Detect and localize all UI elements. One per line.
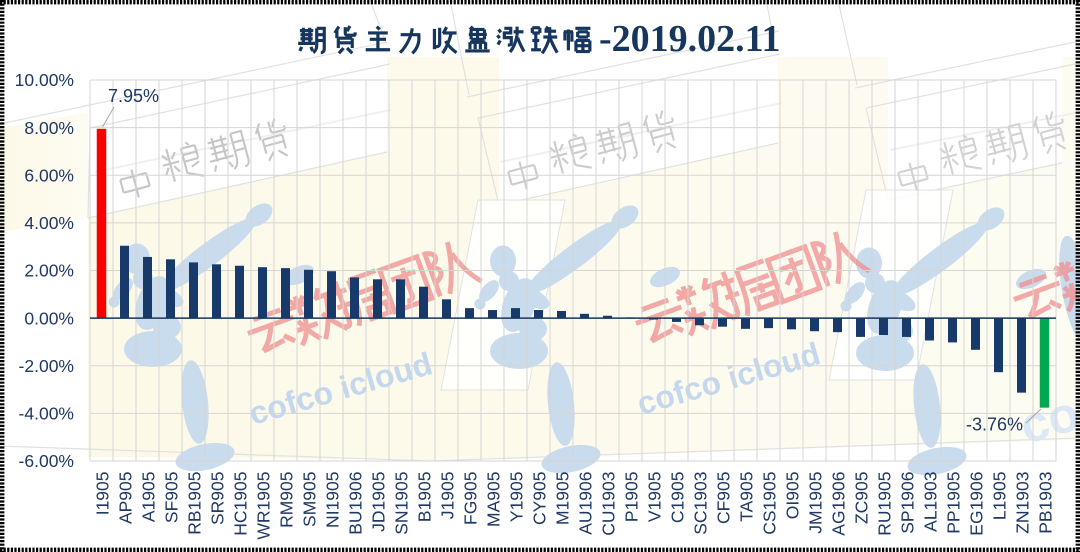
svg-text:MA905: MA905	[484, 472, 504, 527]
svg-text:Y1905: Y1905	[507, 472, 527, 523]
svg-text:CS1905: CS1905	[760, 472, 780, 535]
svg-text:C1905: C1905	[668, 472, 688, 524]
svg-text:BU1906: BU1906	[346, 472, 366, 535]
svg-text:-4.00%: -4.00%	[19, 404, 74, 424]
svg-text:RM905: RM905	[277, 472, 297, 528]
svg-text:0.00%: 0.00%	[24, 308, 74, 328]
svg-text:J1905: J1905	[438, 472, 458, 520]
svg-text:10.00%: 10.00%	[15, 70, 74, 90]
svg-text:TA905: TA905	[737, 472, 757, 522]
svg-text:JD1905: JD1905	[369, 472, 389, 532]
svg-text:AL1903: AL1903	[921, 472, 941, 532]
svg-text:CF905: CF905	[714, 472, 734, 525]
svg-text:P1905: P1905	[622, 472, 642, 523]
svg-text:-2.00%: -2.00%	[19, 356, 74, 376]
svg-text:V1905: V1905	[645, 472, 665, 523]
svg-text:SC1903: SC1903	[691, 472, 711, 535]
svg-text:8.00%: 8.00%	[24, 118, 74, 138]
svg-text:WR1905: WR1905	[254, 472, 274, 540]
svg-text:SP1906: SP1906	[898, 472, 918, 534]
svg-text:OI905: OI905	[783, 472, 803, 520]
svg-text:ZC905: ZC905	[852, 472, 872, 525]
svg-text:7.95%: 7.95%	[108, 86, 159, 106]
svg-text:PB1903: PB1903	[1036, 472, 1056, 534]
svg-text:CY905: CY905	[530, 472, 550, 526]
svg-text:EG1906: EG1906	[967, 472, 987, 536]
svg-text:FG905: FG905	[461, 472, 481, 526]
svg-text:6.00%: 6.00%	[24, 165, 74, 185]
svg-text:RU1905: RU1905	[875, 472, 895, 536]
svg-text:RB1905: RB1905	[185, 472, 205, 535]
svg-text:4.00%: 4.00%	[24, 213, 74, 233]
svg-text:CU1903: CU1903	[599, 472, 619, 536]
svg-text:ZN1903: ZN1903	[1013, 472, 1033, 534]
svg-text:AG1906: AG1906	[829, 472, 849, 536]
svg-text:-3.76%: -3.76%	[966, 415, 1023, 435]
svg-text:JM1905: JM1905	[806, 472, 826, 534]
svg-text:SM905: SM905	[300, 472, 320, 527]
svg-text:L1905: L1905	[990, 472, 1010, 521]
svg-text:M1905: M1905	[553, 472, 573, 526]
svg-text:AU1906: AU1906	[576, 472, 596, 535]
svg-text:2.00%: 2.00%	[24, 261, 74, 281]
svg-text:AP905: AP905	[116, 472, 136, 525]
svg-text:-2019.02.11: -2019.02.11	[599, 18, 781, 60]
svg-text:-6.00%: -6.00%	[19, 451, 74, 471]
svg-text:A1905: A1905	[139, 472, 159, 523]
svg-text:B1905: B1905	[415, 472, 435, 523]
svg-text:PP1905: PP1905	[944, 472, 964, 534]
svg-text:SF905: SF905	[162, 472, 182, 524]
svg-text:I1905: I1905	[93, 472, 113, 516]
svg-text:NI1905: NI1905	[323, 472, 343, 528]
svg-text:SN1905: SN1905	[392, 472, 412, 535]
svg-text:HC1905: HC1905	[231, 472, 251, 536]
svg-text:SR905: SR905	[208, 472, 228, 526]
